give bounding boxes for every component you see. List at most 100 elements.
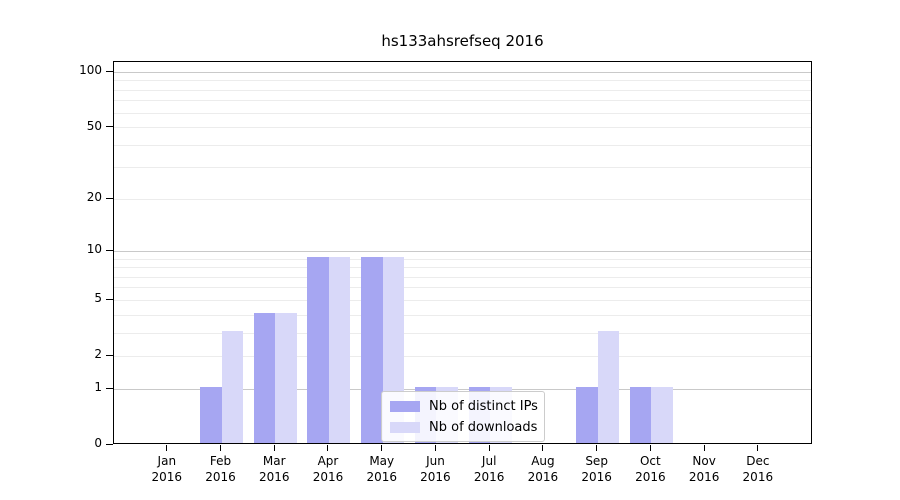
x-tick-label-2: Mar 2016 [247,453,301,485]
y-tick-label-20: 20 [86,190,102,205]
x-tick-label-0: Jan 2016 [140,453,194,485]
y-tick-label-2: 2 [94,347,102,362]
x-tick-label-1: Feb 2016 [194,453,248,485]
x-tick-label-line: 2016 [258,470,290,484]
x-tick-2 [273,445,275,451]
bar-oct-s0 [629,387,652,443]
gridline-y-30 [114,167,811,169]
x-tick-label-line: 2016 [527,470,559,484]
x-tick-5 [434,445,436,451]
x-tick-label-line: Jun [426,454,445,468]
x-tick-label-3: Apr 2016 [301,453,355,485]
gridline-y-7 [114,276,811,278]
x-tick-label-line: Oct [639,454,661,468]
x-tick-label-10: Nov 2016 [677,453,731,485]
x-tick-label-9: Oct 2016 [623,453,677,485]
y-tick-label-5: 5 [94,291,102,306]
gridline-y-70 [114,100,811,102]
x-tick-label-line: 2016 [581,470,612,484]
gridline-y-20 [114,198,811,200]
x-tick-label-line: 2016 [205,470,236,484]
bar-oct-s1 [651,387,673,443]
x-tick-label-7: Aug 2016 [516,453,570,485]
chart-title: hs133ahsrefseq 2016 [381,32,544,50]
x-tick-6 [488,445,490,451]
legend-label-downloads: Nb of downloads [429,419,538,435]
gridline-y-60 [114,112,811,114]
legend-swatch-distinct-ips [390,400,420,412]
gridline-y-9 [114,258,811,260]
bar-sep-s1 [597,331,620,443]
x-tick-0 [166,445,168,451]
y-tick-50 [106,126,113,128]
gridline-y-50 [114,127,811,129]
x-tick-label-4: May 2016 [355,453,409,485]
x-tick-label-line: Jul [481,454,497,468]
x-tick-8 [596,445,598,451]
x-tick-label-line: 2016 [742,470,774,484]
x-tick-3 [327,445,329,451]
x-tick-10 [703,445,705,451]
gridline-y-40 [114,144,811,146]
x-tick-label-11: Dec 2016 [731,453,785,485]
x-tick-label-line: Dec [746,454,770,468]
y-tick-0 [106,443,113,445]
gridline-y-8 [114,267,811,269]
x-tick-label-line: 2016 [473,470,505,484]
gridline-y-5 [114,299,811,301]
x-tick-label-line: 2016 [688,470,720,484]
x-tick-label-line: Mar [262,454,286,468]
bar-mar-s1 [275,313,297,443]
x-tick-label-line: Feb [209,454,232,468]
x-tick-label-line: May [369,454,395,468]
gridline-y-4 [114,314,811,316]
bar-feb-s0 [200,387,222,443]
x-tick-label-line: Nov [692,454,716,468]
x-tick-label-line: 2016 [366,470,397,484]
legend: Nb of distinct IPs Nb of downloads [381,391,545,442]
legend-item-downloads: Nb of downloads [390,419,538,435]
gridline-y-100 [114,71,811,73]
x-tick-label-line: 2016 [635,470,666,484]
y-tick-100 [106,70,113,72]
y-tick-label-50: 50 [86,118,102,133]
gridline-y-3 [114,332,811,334]
y-tick-label-0: 0 [94,436,102,450]
gridline-y-90 [114,80,811,82]
y-tick-2 [106,354,113,356]
y-tick-label-10: 10 [86,242,102,257]
bar-apr-s0 [307,257,329,443]
gridline-y-6 [114,287,811,289]
x-tick-label-line: Apr [317,454,339,468]
legend-item-distinct-ips: Nb of distinct IPs [390,398,538,414]
x-tick-label-line: 2016 [151,470,183,484]
gridline-y-2 [114,355,811,357]
x-tick-1 [220,445,222,451]
x-tick-label-line: Aug [531,454,555,468]
y-tick-label-1: 1 [94,380,102,395]
x-tick-label-5: Jun 2016 [408,453,462,485]
x-tick-label-6: Jul 2016 [462,453,516,485]
x-tick-label-line: Sep [585,454,608,468]
legend-swatch-downloads [390,421,420,433]
x-tick-11 [757,445,759,451]
x-tick-4 [381,445,383,451]
x-tick-label-line: Jan [157,454,177,468]
bar-may-s0 [361,257,383,443]
gridline-y-10 [114,250,811,252]
x-tick-label-line: 2016 [312,470,344,484]
legend-label-distinct-ips: Nb of distinct IPs [429,398,538,414]
gridline-y-80 [114,89,811,91]
y-tick-1 [106,387,113,389]
bar-mar-s0 [253,313,276,443]
x-tick-label-line: 2016 [420,470,451,484]
x-tick-label-8: Sep 2016 [570,453,624,485]
y-tick-20 [106,197,113,199]
x-tick-7 [542,445,544,451]
bar-feb-s1 [221,331,244,443]
gridline-y-1 [114,388,811,390]
y-tick-5 [106,298,113,300]
bar-apr-s1 [328,257,351,443]
x-tick-9 [649,445,651,451]
